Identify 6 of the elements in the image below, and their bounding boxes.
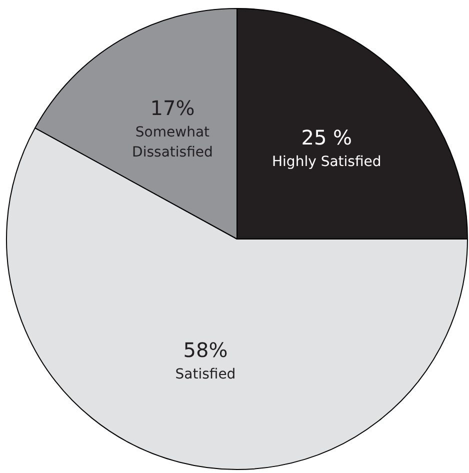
slice-label: Highly Satisfied bbox=[272, 154, 382, 170]
data-label: 25 % bbox=[301, 126, 352, 150]
slice-label: Satisfied bbox=[175, 366, 236, 382]
data-label: 17% bbox=[150, 96, 195, 120]
slice-label: Somewhat Dissatisfied bbox=[132, 124, 213, 161]
data-label: 58% bbox=[183, 338, 228, 362]
